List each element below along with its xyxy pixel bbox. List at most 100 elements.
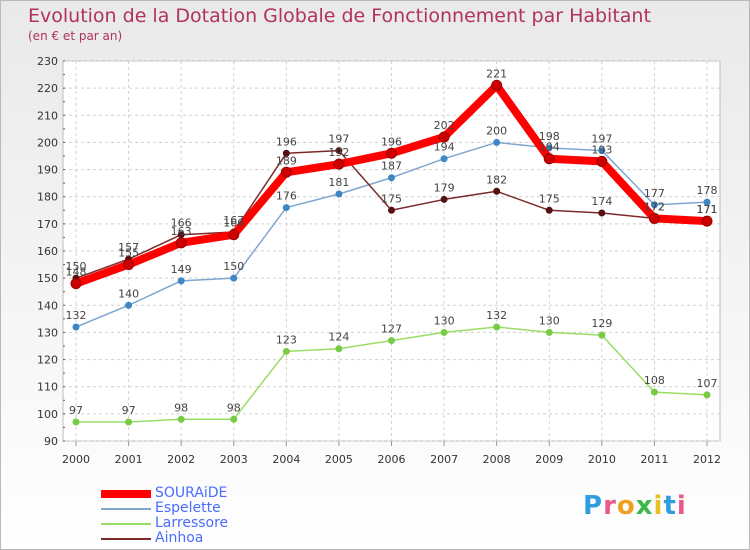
data-point-espelette: [493, 138, 501, 146]
data-point-ainhoa: [388, 206, 395, 214]
data-label-ainhoa: 167: [223, 214, 244, 227]
data-point-espelette: [335, 190, 343, 198]
data-label-espelette: 149: [171, 263, 192, 276]
data-point-souraide: [175, 237, 187, 249]
data-label-espelette: 194: [434, 141, 455, 154]
data-label-larressore: 130: [434, 314, 455, 327]
data-point-ainhoa: [440, 195, 448, 203]
data-point-ainhoa: [493, 187, 501, 195]
y-tick-label: 110: [37, 381, 58, 394]
data-point-larressore: [335, 345, 343, 353]
x-tick-label: 2003: [220, 453, 248, 466]
data-label-espelette: 187: [381, 160, 402, 173]
y-tick-label: 160: [37, 245, 58, 258]
data-point-espelette: [703, 198, 711, 206]
data-point-souraide: [596, 155, 608, 167]
data-point-larressore: [598, 331, 606, 339]
data-label-ainhoa: 197: [328, 133, 349, 146]
data-point-espelette: [388, 174, 395, 182]
data-point-souraide: [70, 278, 82, 290]
data-label-souraide: 196: [381, 135, 402, 148]
data-label-ainhoa: 175: [539, 192, 560, 205]
data-label-larressore: 98: [227, 401, 241, 414]
data-label-ainhoa: 172: [644, 200, 665, 213]
data-label-ainhoa: 174: [591, 195, 612, 208]
data-label-larressore: 127: [381, 323, 402, 336]
data-point-souraide: [123, 259, 135, 271]
data-point-larressore: [650, 388, 658, 396]
data-point-souraide: [228, 229, 240, 241]
data-label-souraide: 192: [328, 146, 349, 159]
data-label-espelette: 150: [223, 260, 244, 273]
data-label-souraide: 171: [697, 203, 718, 216]
data-point-souraide: [701, 215, 713, 227]
data-point-espelette: [282, 204, 290, 212]
x-tick-label: 2009: [535, 453, 563, 466]
data-label-espelette: 178: [697, 184, 718, 197]
data-label-espelette: 200: [486, 124, 507, 137]
legend-swatch: [101, 508, 151, 510]
chart-title: Evolution de la Dotation Globale de Fonc…: [28, 5, 651, 27]
data-point-espelette: [440, 155, 448, 163]
x-tick-label: 2001: [115, 453, 143, 466]
x-tick-label: 2007: [430, 453, 458, 466]
x-tick-label: 2002: [167, 453, 195, 466]
data-label-ainhoa: 179: [434, 181, 455, 194]
x-tick-label: 2006: [378, 453, 406, 466]
data-label-larressore: 108: [644, 374, 665, 387]
data-label-ainhoa: 157: [118, 241, 139, 254]
data-label-larressore: 97: [69, 404, 83, 417]
data-point-souraide: [438, 131, 450, 143]
data-point-souraide: [280, 166, 292, 178]
data-label-souraide: 193: [591, 143, 612, 156]
data-label-ainhoa: 150: [66, 260, 87, 273]
data-point-souraide: [648, 212, 660, 224]
data-point-ainhoa: [335, 147, 343, 155]
x-tick-label: 2011: [640, 453, 668, 466]
data-label-ainhoa: 171: [697, 203, 718, 216]
data-point-larressore: [72, 418, 80, 426]
data-label-souraide: 148: [66, 266, 87, 279]
legend-label: SOURAiDE: [155, 485, 228, 501]
data-label-ainhoa: 166: [171, 217, 192, 230]
x-tick-label: 2010: [588, 453, 616, 466]
data-point-larressore: [545, 328, 553, 336]
x-tick-label: 2008: [483, 453, 511, 466]
data-label-souraide: 221: [486, 67, 507, 80]
data-point-larressore: [125, 418, 133, 426]
y-tick-label: 220: [37, 82, 58, 95]
data-label-larressore: 130: [539, 314, 560, 327]
data-label-souraide: 155: [118, 247, 139, 260]
legend-label: Ainhoa: [155, 530, 204, 546]
data-point-larressore: [230, 415, 238, 423]
y-tick-label: 200: [37, 136, 58, 149]
legend-label: Larressore: [155, 515, 229, 531]
data-point-larressore: [177, 415, 185, 423]
y-tick-label: 180: [37, 191, 58, 204]
data-label-larressore: 98: [174, 401, 188, 414]
data-label-souraide: 194: [539, 141, 560, 154]
data-point-ainhoa: [598, 209, 606, 217]
data-point-souraide: [543, 153, 555, 165]
x-tick-label: 2012: [693, 453, 721, 466]
data-label-souraide: 172: [644, 200, 665, 213]
y-tick-label: 190: [37, 164, 58, 177]
data-label-espelette: 132: [66, 309, 87, 322]
data-label-souraide: 163: [171, 225, 192, 238]
data-label-espelette: 198: [539, 130, 560, 143]
legend-swatch: [101, 538, 151, 540]
data-label-espelette: 197: [591, 133, 612, 146]
data-point-larressore: [440, 328, 448, 336]
y-tick-label: 90: [44, 435, 58, 448]
legend-swatch: [101, 490, 151, 498]
y-tick-label: 150: [37, 272, 58, 285]
data-label-larressore: 97: [122, 404, 136, 417]
data-point-espelette: [125, 301, 133, 309]
data-label-espelette: 177: [644, 187, 665, 200]
data-label-espelette: 140: [118, 287, 139, 300]
proxiti-logo: Proxiti: [583, 491, 687, 521]
x-tick-label: 2004: [272, 453, 300, 466]
data-label-espelette: 181: [328, 176, 349, 189]
